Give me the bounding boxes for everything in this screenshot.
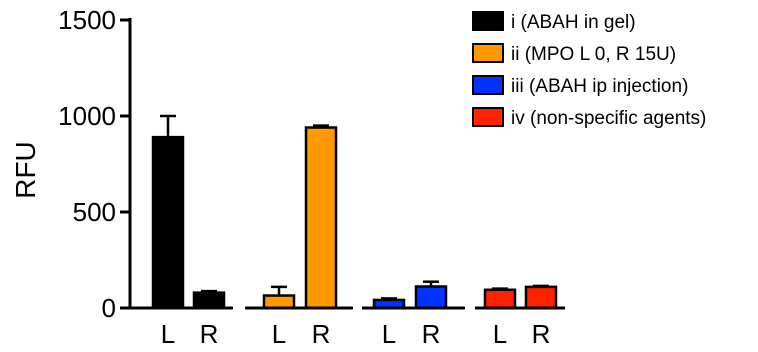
bar (304, 126, 338, 310)
bar (262, 294, 296, 310)
bar (414, 285, 448, 310)
legend-swatch (472, 107, 504, 127)
x-category-label: L (493, 319, 507, 349)
legend-label: ii (MPO L 0, R 15U) (511, 44, 676, 65)
legend: i (ABAH in gel) ii (MPO L 0, R 15U) iii (A… (472, 11, 706, 129)
x-category-label: L (161, 319, 175, 349)
bar (151, 135, 185, 310)
y-axis: 0 500 1000 1500 (58, 5, 132, 323)
x-category-label: L (382, 319, 396, 349)
y-tick-label: 0 (102, 293, 116, 323)
legend-swatch (472, 11, 504, 31)
x-category-label: L (272, 319, 286, 349)
bars-group (151, 114, 558, 310)
y-axis-label: RFU (10, 141, 41, 199)
bar (483, 288, 517, 310)
legend-label: iv (non-specific agents) (511, 108, 706, 129)
legend-label: i (ABAH in gel) (511, 12, 636, 33)
y-tick-label: 500 (73, 197, 116, 227)
legend-swatch (472, 75, 504, 95)
x-category-label: R (532, 319, 551, 349)
x-category-label: R (200, 319, 219, 349)
x-category-label: R (312, 319, 331, 349)
bar (524, 285, 558, 310)
legend-swatch (472, 43, 504, 63)
y-tick-label: 1000 (58, 101, 116, 131)
y-tick-label: 1500 (58, 5, 116, 35)
bar (192, 291, 226, 310)
legend-label: iii (ABAH ip injection) (511, 76, 688, 97)
x-category-label: R (422, 319, 441, 349)
